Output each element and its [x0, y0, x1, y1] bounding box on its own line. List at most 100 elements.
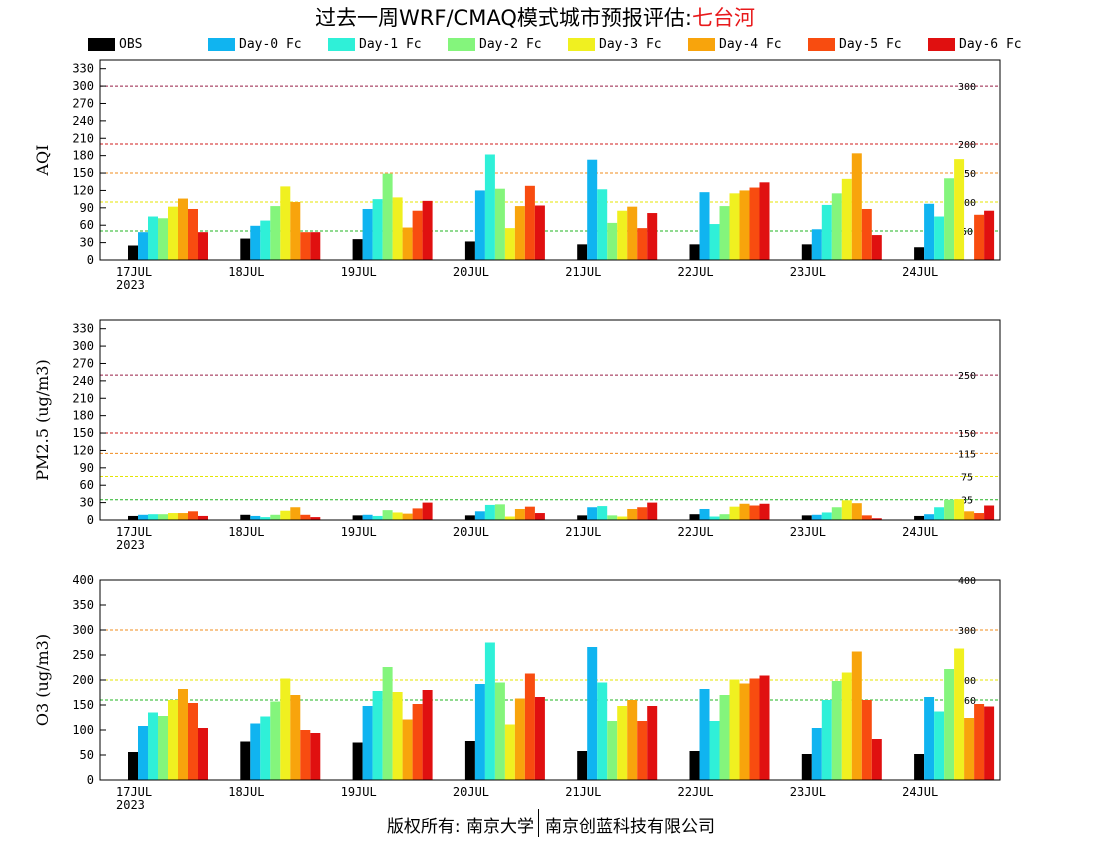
bar	[128, 752, 138, 780]
y-tick-label: 270	[72, 96, 94, 110]
x-tick-label: 18JUL	[228, 785, 264, 799]
legend-swatch	[808, 38, 835, 51]
bar	[392, 197, 403, 260]
legend-label: OBS	[119, 37, 143, 52]
x-tick-label: 19JUL	[341, 265, 377, 279]
y-tick-label: 350	[72, 598, 94, 612]
bar	[138, 514, 148, 520]
bar	[504, 516, 515, 520]
threshold-label: 50	[961, 227, 973, 238]
bar	[944, 499, 955, 520]
y-tick-label: 210	[72, 391, 94, 405]
bar	[821, 700, 832, 780]
bar	[617, 706, 628, 780]
threshold-label: 160	[958, 696, 976, 707]
bar	[178, 689, 188, 780]
bar	[372, 691, 383, 780]
bar	[362, 514, 373, 520]
bar	[577, 751, 588, 780]
bar	[587, 647, 598, 780]
legend-label: Day-4 Fc	[719, 37, 782, 52]
x-tick-label: 21JUL	[565, 785, 601, 799]
threshold-label: 300	[958, 82, 976, 93]
footer-company: 南京创蓝科技有限公司	[545, 817, 715, 837]
bar	[290, 202, 301, 260]
bar	[270, 206, 281, 260]
x-tick-label: 19JUL	[341, 785, 377, 799]
y-tick-label: 120	[72, 183, 94, 197]
bar	[841, 672, 852, 780]
bar	[270, 701, 281, 780]
bar	[934, 507, 945, 520]
bar	[607, 721, 618, 780]
legend-swatch	[328, 38, 355, 51]
threshold-label: 115	[958, 449, 976, 460]
station-name: 七台河	[691, 6, 755, 30]
title-text: 过去一周WRF/CMAQ模式城市预报评估:	[315, 6, 692, 30]
legend-label: Day-0 Fc	[239, 37, 302, 52]
bar	[801, 754, 812, 780]
bar	[474, 190, 485, 260]
bar	[168, 700, 178, 780]
bar	[352, 239, 363, 260]
bar	[647, 502, 658, 520]
bar	[188, 511, 198, 520]
y-tick-label: 330	[72, 322, 94, 336]
bar	[914, 754, 925, 780]
bar	[270, 514, 281, 520]
x-tick-label: 22JUL	[678, 525, 714, 539]
x-tick-label: 24JUL	[902, 785, 938, 799]
bar	[402, 719, 413, 780]
y-tick-label: 300	[72, 79, 94, 93]
y-tick-label: 60	[80, 218, 94, 232]
y-tick-label: 200	[72, 673, 94, 687]
bar	[260, 220, 271, 260]
threshold-label: 400	[958, 576, 976, 587]
bar	[484, 504, 495, 520]
bar	[300, 232, 311, 260]
year-label: 2023	[116, 798, 145, 812]
threshold-label: 150	[958, 169, 976, 180]
y-tick-label: 0	[87, 513, 94, 527]
legend-label: Day-1 Fc	[359, 37, 422, 52]
bar	[821, 204, 832, 260]
y-tick-label: 60	[80, 478, 94, 492]
bar	[260, 716, 271, 780]
x-tick-label: 23JUL	[790, 265, 826, 279]
y-tick-label: 30	[80, 236, 94, 250]
bar	[158, 716, 168, 780]
bar	[587, 507, 598, 520]
y-axis-label: O3 (ug/m3)	[33, 634, 52, 726]
bar	[504, 228, 515, 260]
bar	[637, 228, 648, 260]
bar	[689, 751, 700, 780]
bar	[474, 684, 485, 780]
y-tick-label: 30	[80, 496, 94, 510]
bar	[811, 728, 822, 780]
bar	[801, 244, 812, 260]
bar	[984, 505, 995, 520]
x-tick-label: 18JUL	[228, 525, 264, 539]
bar	[290, 507, 301, 520]
legend-label: Day-6 Fc	[959, 37, 1022, 52]
y-tick-label: 150	[72, 166, 94, 180]
bar	[597, 506, 608, 520]
chart-panel: 50 100 150 200 300 0 30 60 90 120 150 180 210 240 270 3…	[33, 59, 1001, 292]
bar	[514, 508, 525, 520]
bar	[699, 192, 710, 260]
bar	[198, 728, 208, 780]
footer: 版权所有: 南京大学 南京创蓝科技有限公司	[0, 809, 1100, 839]
bar	[699, 508, 710, 520]
bar	[739, 503, 750, 520]
bar	[759, 182, 770, 260]
chart-panel: 160 200 300 400 0 50 100 150 200 250 300 350 400 17JU…	[33, 573, 1001, 812]
bar	[934, 216, 945, 260]
y-axis-label: PM2.5 (ug/m3)	[33, 359, 52, 480]
y-tick-label: 400	[72, 573, 94, 587]
x-tick-label: 21JUL	[565, 525, 601, 539]
bar	[138, 232, 148, 260]
bar	[514, 698, 525, 780]
bar	[627, 700, 638, 780]
bar	[851, 503, 862, 520]
bar	[290, 695, 301, 780]
